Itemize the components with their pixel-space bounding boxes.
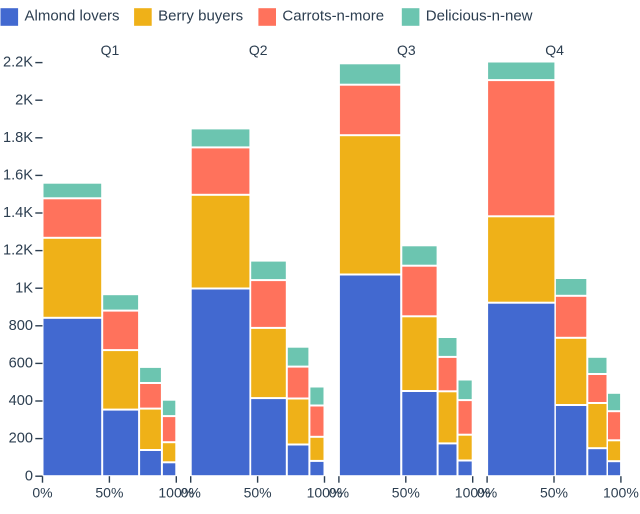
svg-text:600: 600 [9, 356, 33, 372]
svg-text:Q4: Q4 [545, 42, 564, 58]
svg-text:Delicious-n-new: Delicious-n-new [426, 8, 533, 25]
svg-text:2.2K: 2.2K [3, 55, 33, 71]
svg-text:100%: 100% [158, 485, 194, 501]
svg-text:50%: 50% [244, 485, 272, 501]
svg-text:100%: 100% [307, 485, 343, 501]
svg-text:0%: 0% [477, 485, 497, 501]
svg-text:Q2: Q2 [249, 42, 268, 58]
svg-text:100%: 100% [603, 485, 639, 501]
svg-text:1K: 1K [15, 280, 33, 296]
svg-text:800: 800 [9, 318, 33, 334]
svg-text:Q1: Q1 [101, 42, 120, 58]
svg-text:200: 200 [9, 431, 33, 447]
svg-text:0: 0 [25, 468, 33, 484]
svg-text:50%: 50% [392, 485, 420, 501]
svg-text:0%: 0% [32, 485, 52, 501]
svg-text:100%: 100% [455, 485, 491, 501]
svg-text:Carrots-n-more: Carrots-n-more [282, 8, 384, 25]
svg-text:2K: 2K [15, 92, 33, 108]
svg-text:1.6K: 1.6K [3, 168, 33, 184]
svg-text:1.8K: 1.8K [3, 130, 33, 146]
svg-text:Q3: Q3 [397, 42, 416, 58]
svg-text:Berry buyers: Berry buyers [158, 8, 243, 25]
svg-text:400: 400 [9, 393, 33, 409]
svg-text:1.2K: 1.2K [3, 243, 33, 259]
svg-text:1.4K: 1.4K [3, 205, 33, 221]
svg-text:50%: 50% [95, 485, 123, 501]
svg-text:Almond lovers: Almond lovers [25, 8, 120, 25]
svg-text:0%: 0% [329, 485, 349, 501]
svg-text:50%: 50% [540, 485, 568, 501]
svg-text:0%: 0% [181, 485, 201, 501]
